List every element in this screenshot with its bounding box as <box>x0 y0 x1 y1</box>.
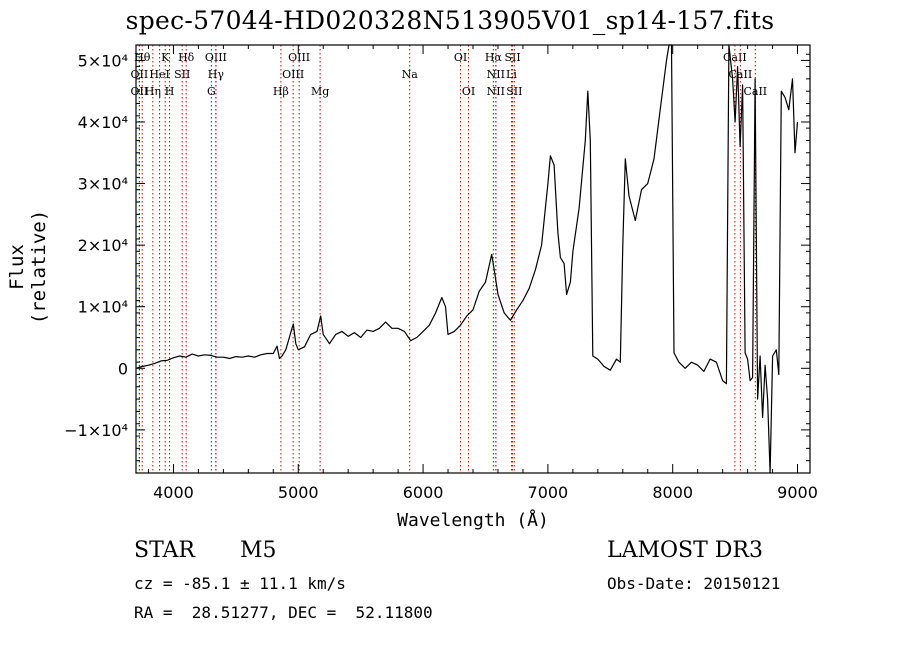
line-marker-label: SII <box>504 51 520 64</box>
y-axis-label: Flux (relative) <box>6 209 50 325</box>
redshift-cz: cz = -85.1 ± 11.1 km/s <box>134 574 346 593</box>
line-marker-label: OIII <box>288 51 310 64</box>
line-marker-label: Li <box>506 68 517 81</box>
survey-name: LAMOST DR3 <box>607 538 763 563</box>
line-marker-label: OI <box>462 85 475 98</box>
line-marker-label: CaII <box>723 51 747 64</box>
line-marker-label: NII <box>487 85 505 98</box>
line-marker-label: Hη <box>145 85 161 98</box>
object-class: STAR <box>134 538 195 563</box>
object-subclass: M5 <box>240 538 277 563</box>
line-marker-label: OIII <box>282 68 304 81</box>
y-tick-label: 5×10⁴ <box>78 51 128 70</box>
x-axis: 4000 5000 6000 7000 8000 9000 <box>147 45 818 502</box>
y-tick-label: 4×10⁴ <box>78 113 128 132</box>
line-marker-label: Hβ <box>273 85 289 98</box>
line-marker-label: H <box>165 85 175 98</box>
line-marker-label: G <box>207 85 216 98</box>
line-marker-label: HeI <box>149 68 169 81</box>
y-tick-label: 1×10⁴ <box>78 298 128 317</box>
ra-dec: RA = 28.51277, DEC = 52.11800 <box>134 603 433 622</box>
plot-frame <box>135 44 811 474</box>
x-axis-label: Wavelength (Å) <box>397 510 549 531</box>
line-marker-label: OI <box>454 51 467 64</box>
line-marker-label: Mg <box>311 85 329 98</box>
y-axis: −1×10⁴ 0 1×10⁴ 2×10⁴ 3×10⁴ 4×10⁴ 5×10⁴ <box>64 51 810 462</box>
line-marker-label: K <box>161 51 170 64</box>
x-tick-label: 6000 <box>403 483 444 502</box>
y-tick-label: 2×10⁴ <box>78 236 128 255</box>
y-tick-label: −1×10⁴ <box>64 421 128 440</box>
line-marker-label: CaII <box>729 68 753 81</box>
line-marker-label: SII <box>174 68 190 81</box>
line-marker-label: SII <box>506 85 522 98</box>
line-marker-label: Hγ <box>208 68 225 81</box>
x-tick-label: 4000 <box>153 483 194 502</box>
x-tick-label: 7000 <box>528 483 569 502</box>
line-marker-label: Hδ <box>178 51 195 64</box>
y-tick-label: 3×10⁴ <box>78 175 128 194</box>
observation-date: Obs-Date: 20150121 <box>607 574 781 593</box>
line-marker-label: Na <box>402 68 419 81</box>
x-tick-label: 5000 <box>278 483 319 502</box>
chart-title: spec-57044-HD020328N513905V01_sp14-157.f… <box>125 6 775 35</box>
x-tick-label: 9000 <box>777 483 818 502</box>
spectrum-line <box>135 44 799 474</box>
line-marker-label: Hα <box>485 51 503 64</box>
line-marker-label: Hθ <box>134 51 151 64</box>
y-tick-label: 0 <box>118 359 128 378</box>
x-tick-label: 8000 <box>652 483 693 502</box>
